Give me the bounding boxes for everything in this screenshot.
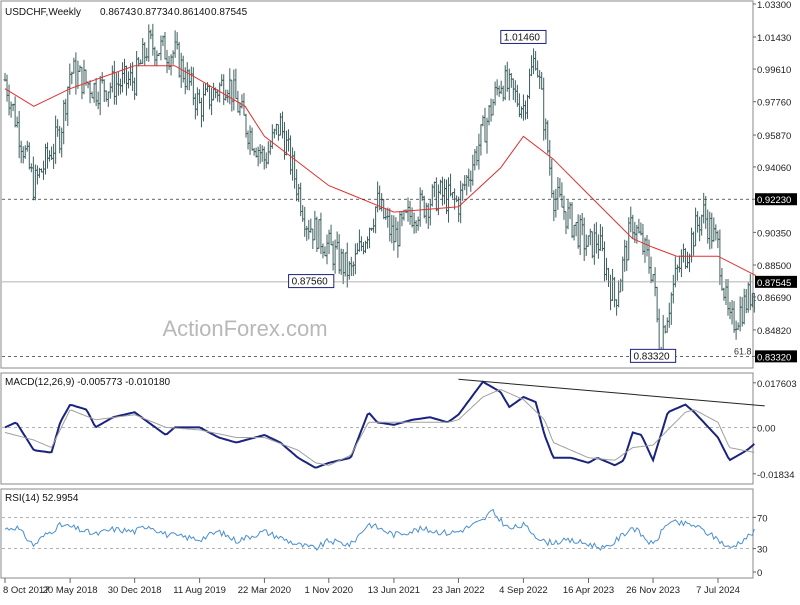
x-tick-label: 16 Apr 2023 [563,585,614,596]
macd-y-tick-label: -0.01834 [757,470,795,481]
x-tick-label: 4 Sep 2022 [499,585,548,596]
annotation-label: 0.83320 [633,351,670,362]
y-tick-label: 0.94060 [757,163,791,174]
annotation-label: 0.87560 [292,277,329,288]
x-tick-label: 22 Mar 2020 [238,585,291,596]
rsi-y-tick-label: 70 [757,513,768,524]
current-price-label: 0.87545 [757,278,791,289]
rsi-title: RSI(14) 52.9954 [5,493,79,504]
chart-header: USDCHF,Weekly 0.86743 0.87734 0.86140 0.… [5,7,248,18]
y-level-box [755,350,797,363]
macd-signal-line [4,389,755,466]
annotation-label: 1.01460 [504,32,541,43]
y-tick-label: 0.95870 [757,131,791,142]
macd-title: MACD(12,26,9) -0.005773 -0.010180 [5,377,171,388]
price-panel: 1.01460 0.87560 0.83320 61.8 [2,23,757,363]
y-tick-label: 0.99610 [757,65,791,76]
fib-label-61-8: 61.8 [734,346,752,356]
watermark: ActionForex.com [162,316,327,341]
annotation-box [500,29,547,44]
rsi-y-tick-label: 30 [757,545,768,556]
axis-labels: 1.03300 1.01430 0.99610 0.97760 0.95870 0.940… [3,0,797,596]
macd-y-tick-label: 0.00 [757,423,776,434]
ohlc-bar [752,292,756,313]
x-tick-label: 23 Jan 2022 [432,585,484,596]
annotation-box [629,348,677,363]
y-tick-label: 0.90350 [757,228,791,239]
annotation-box [288,274,335,289]
x-tick-label: 26 Nov 2023 [626,585,680,596]
rsi-panel: RSI(14) 52.9954 [2,493,755,552]
ohlc-bars [3,23,756,358]
y-tick-label: 0.97760 [757,98,791,109]
ohlc-high: 0.87734 [137,7,174,18]
y-tick-label: 0.84820 [757,326,791,337]
moving-average-line [4,65,757,277]
ohlc-low: 0.86140 [174,7,211,18]
y-tick-label: 0.88500 [757,261,791,272]
x-tick-label: 20 May 2018 [43,585,98,596]
x-tick-label: 1 Nov 2020 [305,585,354,596]
y-tick-label: 1.03300 [757,0,791,11]
x-tick-label: 30 Dec 2018 [108,585,162,596]
y-level-label: 0.83320 [757,352,791,363]
y-level-box [755,193,797,206]
panel-frame-macd [0,372,754,485]
y-level-label: 0.92230 [757,195,791,206]
macd-y-tick-label: 0.017603 [757,379,797,390]
y-tick-label: 1.01430 [757,33,791,44]
macd-trendline [458,378,765,407]
ohlc-open: 0.86743 [100,7,137,18]
symbol-label: USDCHF,Weekly [5,7,81,18]
y-tick-label: 0.86690 [757,293,791,304]
x-tick-label: 7 Jul 2024 [696,585,740,596]
x-tick-label: 13 Jun 2021 [368,585,420,596]
x-tick-label: 11 Aug 2019 [173,585,226,596]
x-tick-label: 8 Oct 2017 [3,585,49,596]
rsi-line [4,508,755,552]
panel-frame-price [0,0,754,369]
macd-panel: MACD(12,26,9) -0.005773 -0.010180 [2,377,765,469]
ohlc-close: 0.87545 [211,7,248,18]
current-price-box [755,275,797,288]
rsi-y-tick-label: 0 [757,568,762,579]
